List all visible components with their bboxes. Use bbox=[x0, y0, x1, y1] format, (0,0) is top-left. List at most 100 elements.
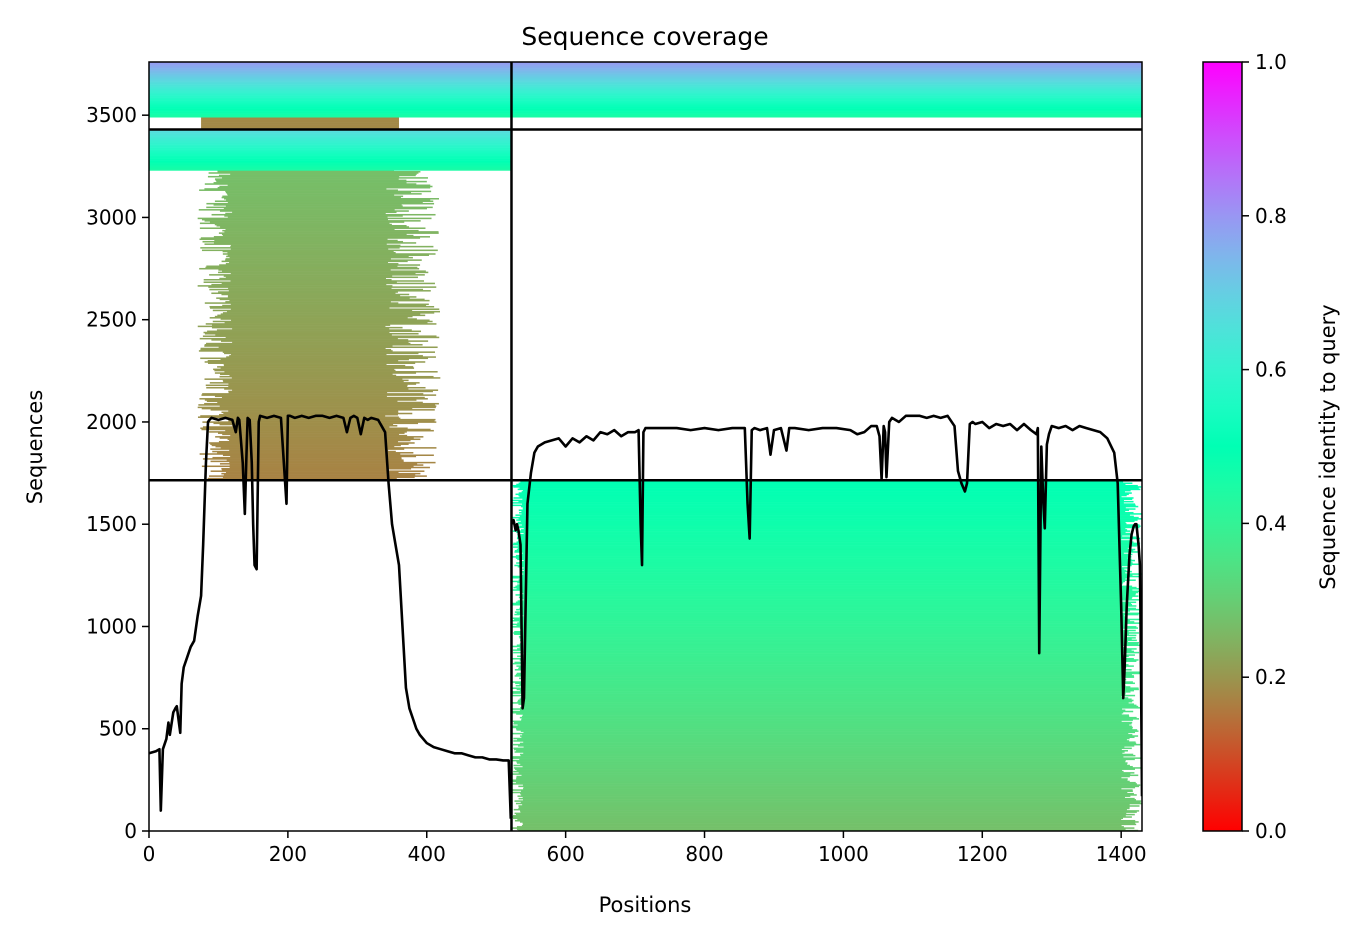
x-tick-label: 0 bbox=[143, 842, 156, 866]
msa-row bbox=[226, 199, 431, 201]
msa-row bbox=[220, 313, 421, 315]
msa-row bbox=[521, 510, 1126, 513]
msa-row bbox=[217, 170, 395, 172]
msa-row bbox=[209, 305, 435, 308]
msa-row bbox=[230, 173, 417, 175]
msa-row bbox=[149, 87, 1142, 90]
msa-row bbox=[512, 645, 1124, 648]
coverage-line bbox=[510, 414, 1142, 797]
msa-row bbox=[520, 639, 1137, 642]
msa-row bbox=[512, 756, 1124, 758]
msa-row bbox=[201, 118, 399, 120]
msa-row bbox=[201, 119, 399, 122]
msa-row bbox=[229, 461, 436, 464]
msa-row bbox=[512, 662, 1125, 665]
msa-row bbox=[521, 664, 1129, 666]
msa-row bbox=[209, 442, 415, 444]
msa-row bbox=[149, 86, 1142, 89]
msa-row bbox=[523, 741, 1136, 743]
msa-row bbox=[221, 282, 435, 285]
msa-row bbox=[519, 753, 1134, 756]
msa-row bbox=[221, 467, 412, 470]
msa-row bbox=[219, 413, 398, 416]
msa-row bbox=[521, 553, 1133, 556]
msa-row bbox=[516, 672, 1142, 675]
msa-row bbox=[512, 530, 1131, 532]
msa-row bbox=[221, 233, 407, 236]
msa-row bbox=[149, 169, 512, 171]
msa-row bbox=[204, 183, 417, 185]
msa-row bbox=[513, 651, 1140, 654]
msa-row bbox=[520, 763, 1128, 766]
msa-row bbox=[229, 355, 423, 357]
msa-row bbox=[204, 344, 423, 346]
msa-row bbox=[513, 546, 1130, 548]
msa-row bbox=[520, 520, 1135, 523]
msa-row bbox=[223, 364, 406, 367]
msa-row bbox=[225, 191, 412, 194]
msa-row bbox=[521, 774, 1139, 777]
msa-row bbox=[220, 367, 415, 369]
msa-row bbox=[149, 68, 1142, 70]
msa-row bbox=[523, 653, 1122, 655]
msa-row bbox=[519, 515, 1134, 518]
msa-row bbox=[230, 434, 408, 437]
chart-title: Sequence coverage bbox=[521, 22, 768, 51]
msa-row bbox=[220, 358, 409, 361]
msa-row bbox=[515, 727, 1133, 730]
msa-row bbox=[149, 112, 1142, 114]
colorbar-tick-label: 0.6 bbox=[1255, 358, 1287, 382]
msa-block bbox=[149, 129, 512, 481]
msa-row bbox=[225, 228, 395, 231]
msa-row bbox=[217, 432, 405, 434]
msa-row bbox=[512, 575, 1140, 578]
msa-row bbox=[523, 567, 1130, 569]
msa-row bbox=[149, 76, 1142, 79]
msa-row bbox=[512, 543, 1139, 546]
msa-row bbox=[517, 699, 1134, 702]
msa-row bbox=[149, 154, 512, 156]
msa-row bbox=[511, 619, 1130, 622]
msa-row bbox=[520, 697, 1129, 699]
msa-row bbox=[204, 402, 439, 405]
msa-row bbox=[516, 775, 1130, 778]
msa-row bbox=[232, 328, 390, 330]
x-axis-label: Positions bbox=[599, 893, 692, 917]
msa-row bbox=[517, 700, 1133, 703]
msa-row bbox=[200, 357, 429, 360]
msa-row bbox=[213, 236, 430, 238]
msa-row bbox=[517, 745, 1135, 747]
msa-row bbox=[201, 124, 399, 127]
msa-row bbox=[204, 302, 399, 304]
msa-row bbox=[518, 667, 1124, 670]
msa-row bbox=[209, 221, 405, 223]
msa-row bbox=[219, 375, 434, 378]
msa-row bbox=[522, 686, 1131, 688]
msa-row bbox=[149, 102, 1142, 105]
msa-row bbox=[149, 65, 1142, 68]
msa-row bbox=[224, 371, 438, 373]
msa-row bbox=[149, 140, 512, 143]
msa-row bbox=[519, 525, 1141, 527]
msa-row bbox=[517, 581, 1124, 584]
msa-row bbox=[149, 98, 1142, 101]
msa-row bbox=[517, 795, 1131, 797]
msa-row bbox=[199, 222, 390, 225]
msa-row bbox=[512, 589, 1133, 591]
msa-row bbox=[211, 444, 401, 447]
msa-row bbox=[522, 676, 1135, 678]
msa-row bbox=[517, 565, 1122, 568]
msa-row bbox=[521, 503, 1136, 505]
msa-row bbox=[514, 618, 1142, 621]
msa-row bbox=[522, 670, 1123, 672]
msa-row bbox=[221, 340, 429, 342]
msa-row bbox=[519, 677, 1122, 680]
msa-row bbox=[225, 190, 432, 193]
msa-row bbox=[217, 366, 414, 368]
msa-row bbox=[219, 405, 437, 407]
msa-row bbox=[520, 628, 1124, 631]
msa-row bbox=[211, 283, 387, 286]
msa-row bbox=[523, 693, 1126, 696]
msa-row bbox=[202, 426, 390, 428]
msa-row bbox=[226, 255, 409, 258]
